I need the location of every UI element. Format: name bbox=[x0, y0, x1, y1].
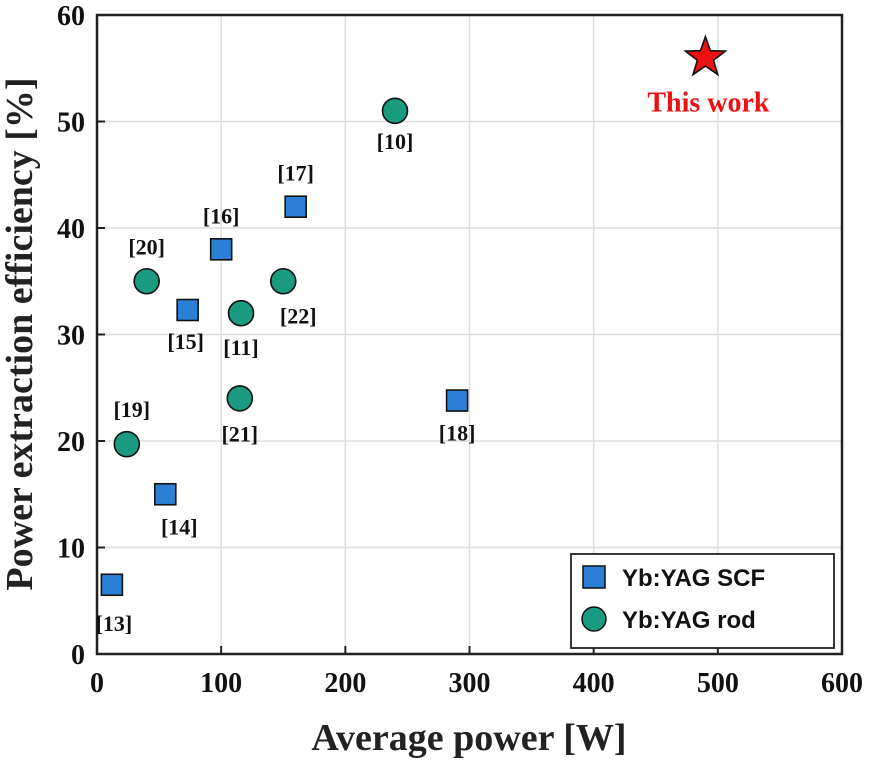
reference-label: [22] bbox=[280, 303, 317, 328]
reference-label: [19] bbox=[113, 397, 150, 422]
scf-point bbox=[153, 482, 177, 506]
legend-square-marker bbox=[582, 565, 606, 589]
this-work-star bbox=[683, 34, 728, 77]
reference-label: [14] bbox=[161, 514, 198, 539]
y-tick-label: 10 bbox=[57, 534, 85, 565]
x-tick-label: 100 bbox=[200, 668, 242, 699]
y-tick-label: 50 bbox=[57, 108, 85, 139]
y-tick-label: 40 bbox=[57, 214, 85, 245]
this-work-label: This work bbox=[647, 88, 770, 119]
reference-label: [21] bbox=[221, 421, 258, 446]
rod-point bbox=[269, 267, 297, 295]
rod-point bbox=[133, 267, 160, 295]
x-tick-label: 0 bbox=[90, 668, 104, 699]
x-tick-label: 500 bbox=[697, 668, 739, 699]
legend-circle-marker bbox=[581, 606, 607, 632]
scf-point bbox=[209, 238, 233, 261]
x-tick-label: 200 bbox=[324, 668, 366, 699]
x-axis-title: Average power [W] bbox=[311, 717, 626, 759]
reference-label: [16] bbox=[203, 203, 240, 228]
legend-label-scf: Yb:YAG SCF bbox=[622, 565, 765, 592]
reference-label: [18] bbox=[439, 421, 476, 446]
x-tick-label: 600 bbox=[821, 668, 863, 699]
scf-point bbox=[176, 298, 199, 322]
rod-point bbox=[113, 430, 141, 458]
x-tick-label: 300 bbox=[449, 668, 491, 699]
y-tick-label: 0 bbox=[71, 640, 85, 671]
legend: Yb:YAG SCF Yb:YAG rod bbox=[570, 553, 835, 649]
y-tick-label: 20 bbox=[57, 427, 85, 458]
y-axis-title: Power extraction efficiency [%] bbox=[0, 77, 41, 590]
reference-label: [13] bbox=[96, 611, 133, 636]
reference-label: [15] bbox=[167, 329, 204, 354]
rod-point bbox=[381, 97, 409, 125]
scf-point bbox=[100, 573, 124, 597]
scf-point bbox=[445, 389, 469, 412]
y-tick-label: 60 bbox=[57, 1, 85, 32]
reference-label: [11] bbox=[223, 335, 258, 360]
reference-label: [17] bbox=[277, 161, 314, 186]
y-tick-label: 30 bbox=[57, 321, 85, 352]
reference-label: [20] bbox=[128, 234, 165, 259]
rod-point bbox=[227, 299, 255, 327]
reference-label: [10] bbox=[377, 129, 414, 154]
legend-box bbox=[570, 553, 835, 649]
rod-point bbox=[226, 385, 254, 412]
legend-label-rod: Yb:YAG rod bbox=[622, 607, 756, 634]
x-tick-label: 400 bbox=[573, 668, 615, 699]
scf-point bbox=[284, 195, 307, 218]
